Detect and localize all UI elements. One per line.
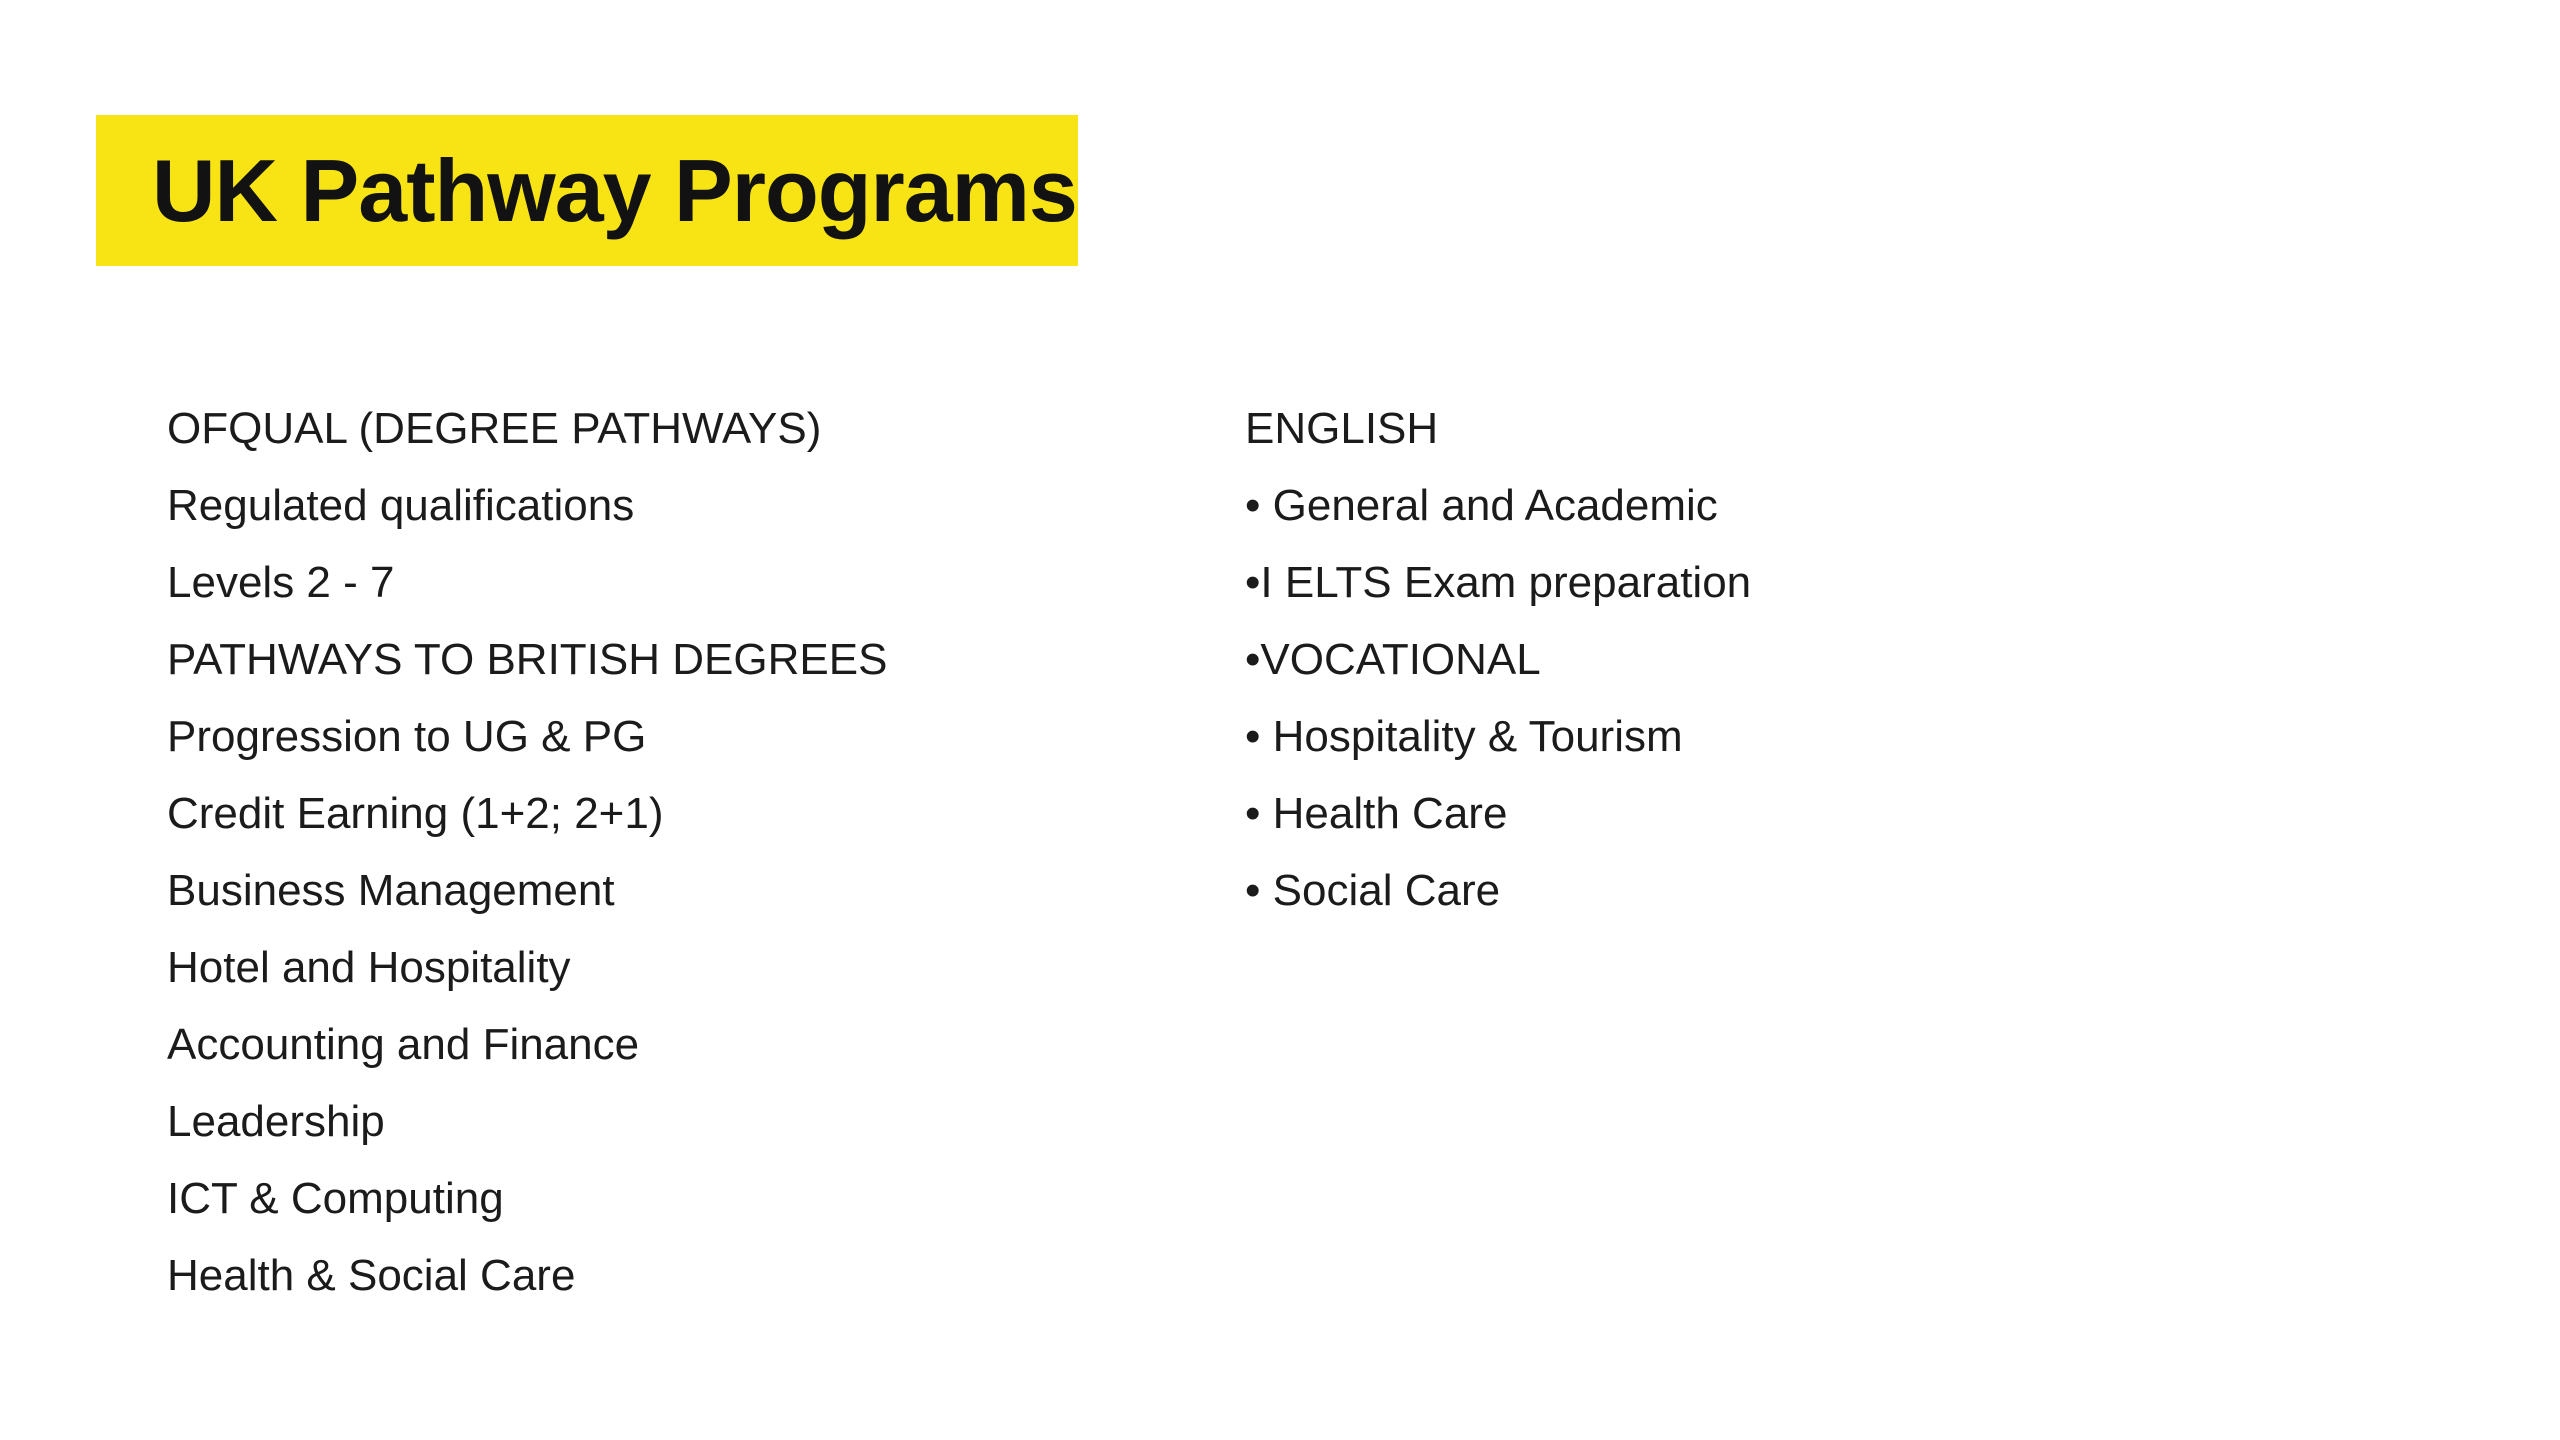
- list-item: PATHWAYS TO BRITISH DEGREES: [167, 635, 888, 684]
- list-item: •I ELTS Exam preparation: [1245, 558, 1752, 607]
- list-item: • Hospitality & Tourism: [1245, 712, 1683, 761]
- list-item: Hotel and Hospitality: [167, 943, 571, 992]
- list-item: •VOCATIONAL: [1245, 635, 1541, 684]
- list-item: Accounting and Finance: [167, 1020, 640, 1069]
- list-item: Credit Earning (1+2; 2+1): [167, 789, 664, 838]
- list-item: • Social Care: [1245, 866, 1501, 915]
- title-highlight-banner: UK Pathway Programs: [96, 115, 1078, 266]
- slide-title: UK Pathway Programs: [152, 140, 1078, 240]
- list-item: ENGLISH: [1245, 404, 1439, 453]
- list-item: • General and Academic: [1245, 481, 1718, 530]
- list-item: Progression to UG & PG: [167, 712, 647, 761]
- left-column: OFQUAL (DEGREE PATHWAYS) Regulated quali…: [167, 390, 887, 1314]
- list-item: Business Management: [167, 866, 615, 915]
- list-item: Health & Social Care: [167, 1251, 576, 1300]
- list-item: OFQUAL (DEGREE PATHWAYS): [167, 404, 822, 453]
- right-column: ENGLISH • General and Academic •I ELTS E…: [1245, 390, 1751, 929]
- list-item: • Health Care: [1245, 789, 1508, 838]
- list-item: ICT & Computing: [167, 1174, 504, 1223]
- list-item: Levels 2 - 7: [167, 558, 395, 607]
- list-item: Leadership: [167, 1097, 385, 1146]
- list-item: Regulated qualifications: [167, 481, 635, 530]
